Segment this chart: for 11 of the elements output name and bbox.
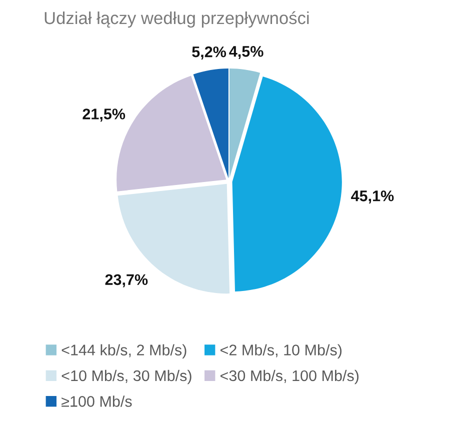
legend-label: <30 Mb/s, 100 Mb/s) (220, 370, 359, 384)
legend-label: <144 kb/s, 2 Mb/s) (62, 344, 186, 358)
data-label: 23,7% (105, 274, 148, 288)
legend-label: <10 Mb/s, 30 Mb/s) (62, 370, 192, 384)
data-label: 4,5% (229, 46, 264, 60)
legend-label: <2 Mb/s, 10 Mb/s) (220, 344, 342, 358)
chart-title: Udział łączy według przepływności (44, 11, 309, 28)
data-label: 21,5% (82, 108, 126, 122)
legend-label: ≥100 Mb/s (62, 396, 132, 407)
data-label: 5,2% (192, 46, 226, 60)
data-label: 45,1% (351, 190, 394, 204)
